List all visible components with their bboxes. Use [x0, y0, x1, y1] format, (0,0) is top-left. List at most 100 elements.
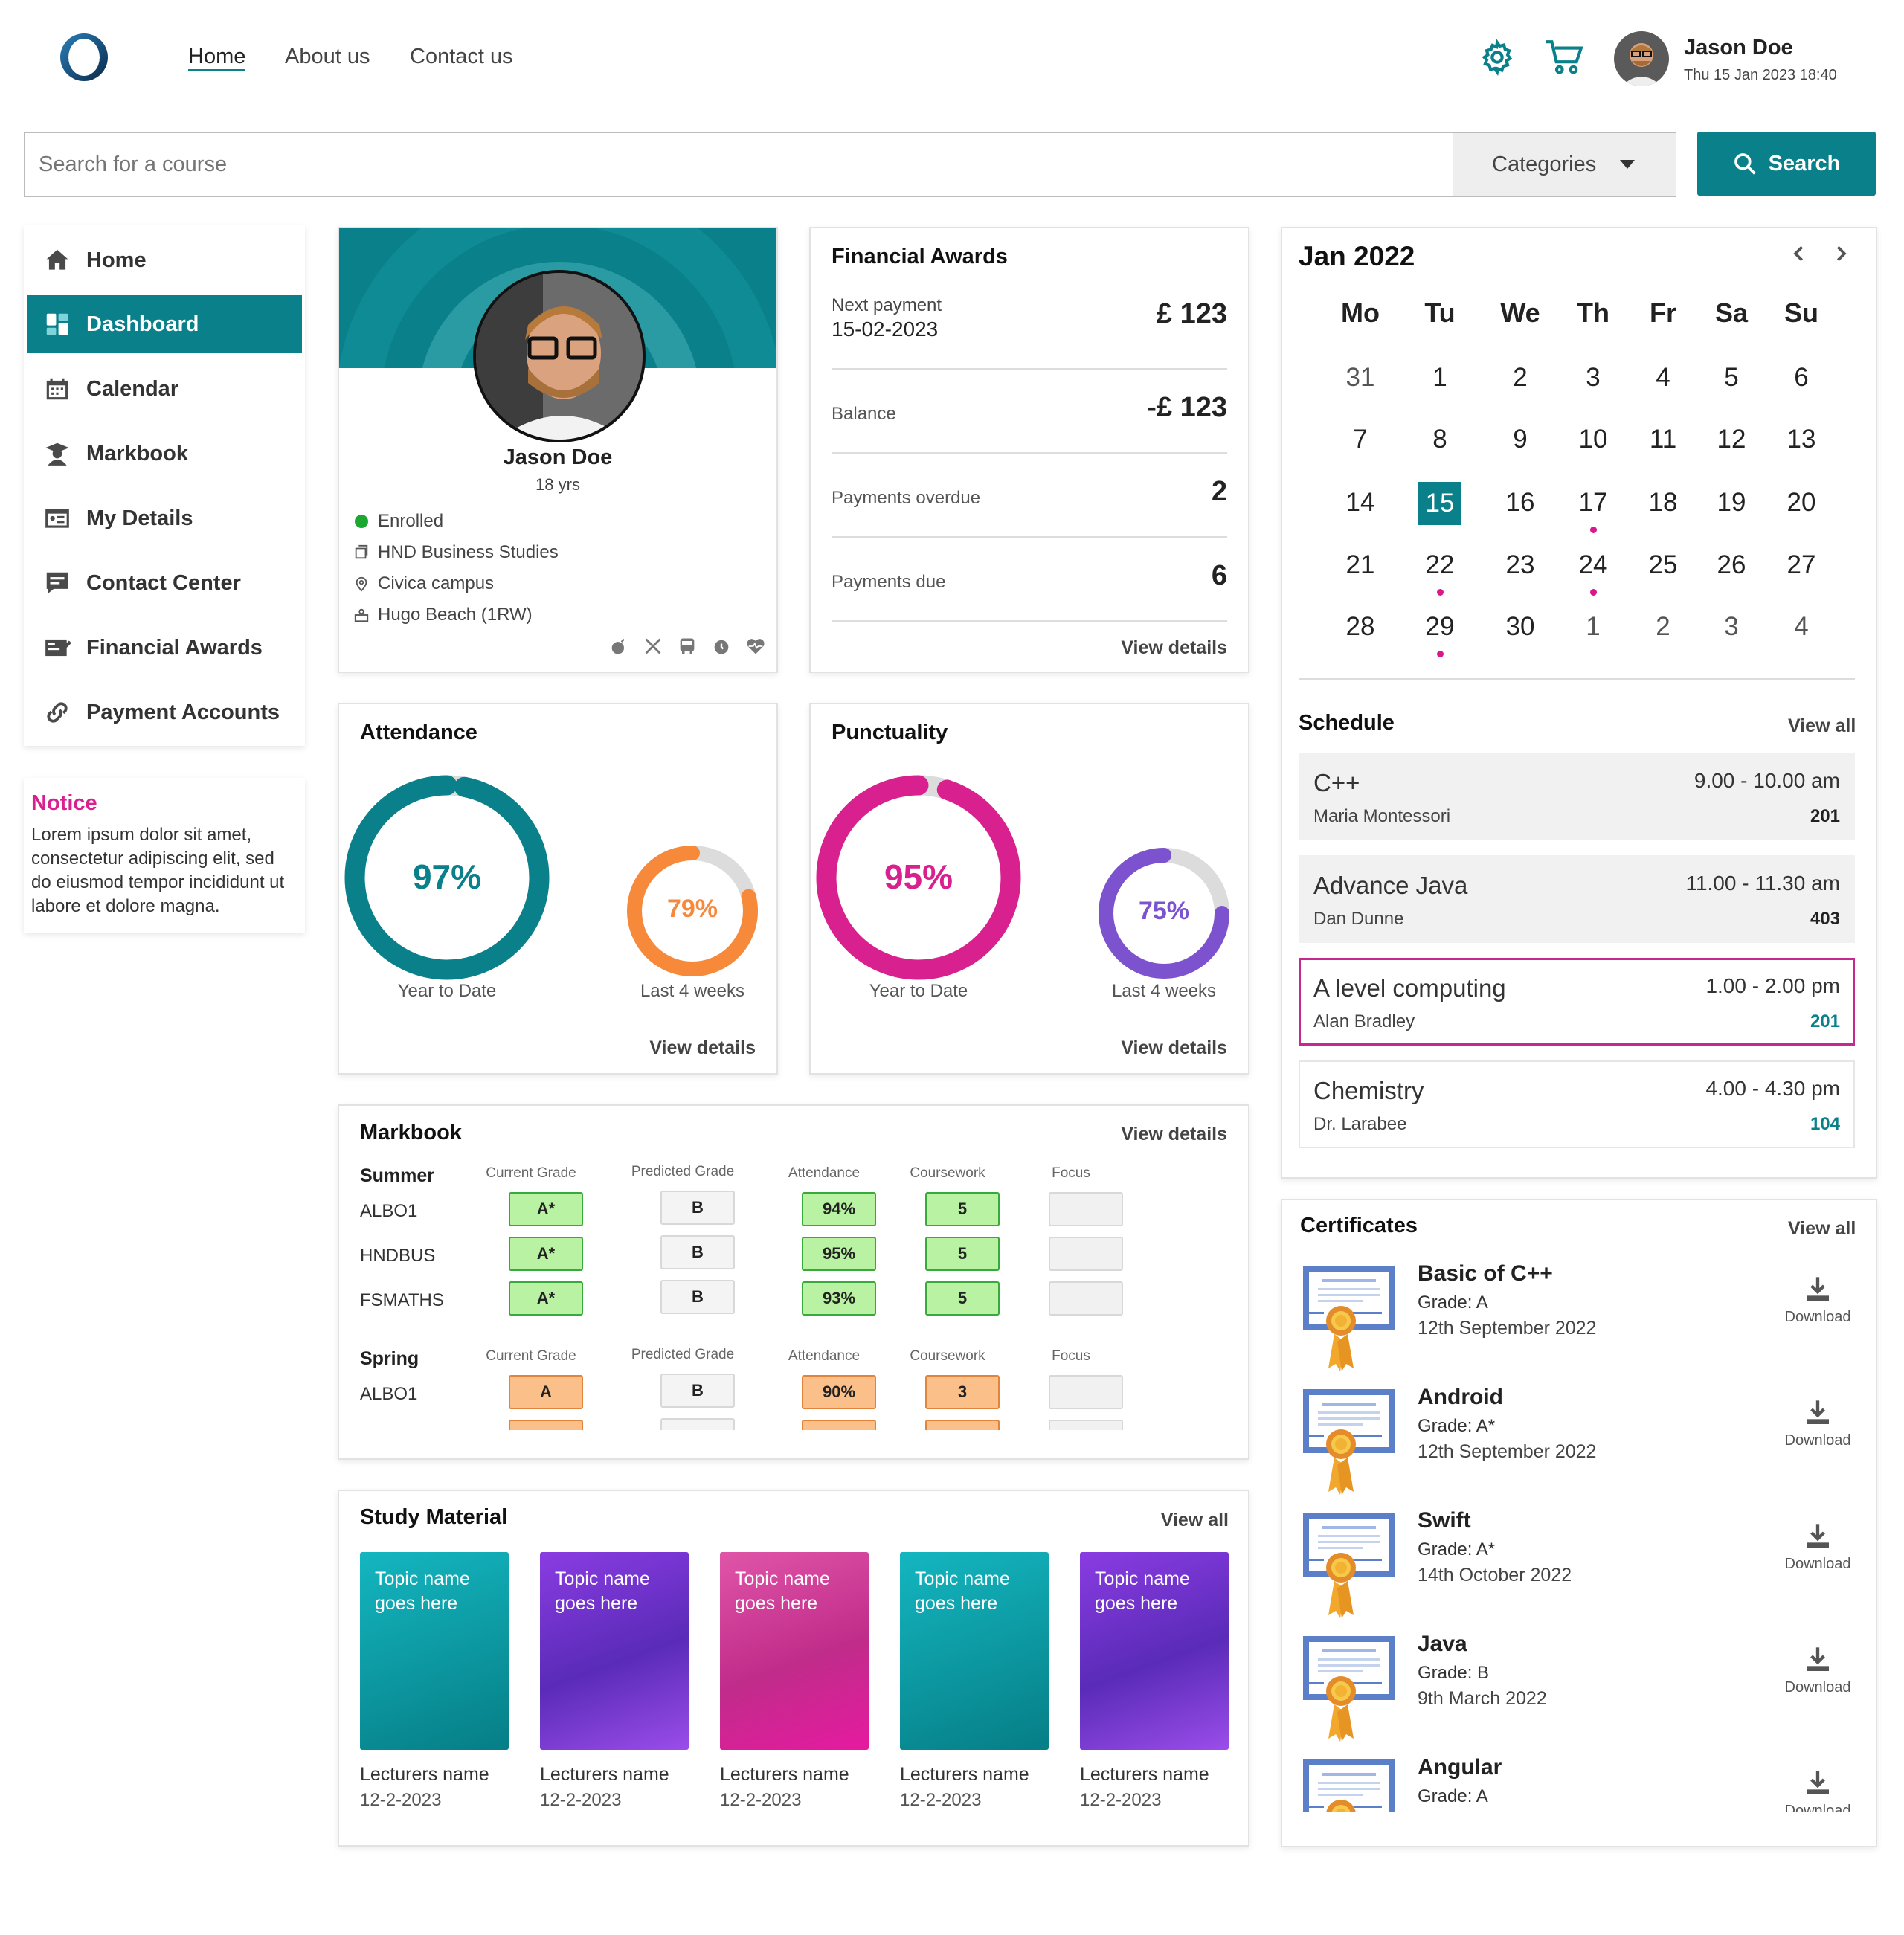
calendar-day[interactable]: 2: [1656, 612, 1670, 641]
profile-status: Enrolled: [353, 511, 443, 532]
calendar-day[interactable]: 30: [1505, 612, 1535, 641]
certificates-view-all-link[interactable]: View all: [1788, 1218, 1856, 1239]
download-button[interactable]: Download: [1781, 1645, 1855, 1696]
focus-cell[interactable]: [1049, 1237, 1123, 1271]
download-button[interactable]: Download: [1781, 1522, 1855, 1573]
calendar-day-selected[interactable]: 15: [1418, 482, 1461, 525]
calendar-day[interactable]: 7: [1353, 425, 1368, 454]
calendar-day[interactable]: 24: [1578, 550, 1608, 579]
study-tile[interactable]: Topic name goes here: [1080, 1552, 1229, 1750]
sidebar-item-payment-accounts[interactable]: Payment Accounts: [27, 683, 302, 741]
calendar-day[interactable]: 10: [1578, 425, 1608, 454]
download-button[interactable]: Download: [1781, 1398, 1855, 1449]
schedule-time: 11.00 - 11.30 am: [1685, 872, 1840, 895]
calendar-day[interactable]: 27: [1786, 550, 1816, 579]
financial-view-details-link[interactable]: View details: [1121, 637, 1227, 658]
calendar-day[interactable]: 9: [1513, 425, 1528, 454]
download-button[interactable]: Download: [1781, 1768, 1855, 1812]
message-icon: [46, 572, 68, 594]
calendar-day[interactable]: 2: [1513, 363, 1528, 392]
download-label: Download: [1784, 1556, 1851, 1572]
calendar-day[interactable]: 25: [1648, 550, 1678, 579]
sidebar-item-markbook[interactable]: Markbook: [27, 425, 302, 483]
download-icon: [1781, 1275, 1855, 1309]
focus-cell[interactable]: [1049, 1192, 1123, 1226]
calendar-day[interactable]: 3: [1724, 612, 1739, 641]
schedule-item[interactable]: Chemistry Dr. Larabee 4.00 - 4.30 pm 104: [1299, 1060, 1855, 1148]
calendar-day[interactable]: 29: [1425, 612, 1455, 641]
study-tile[interactable]: Topic name goes here: [900, 1552, 1049, 1750]
shopping-cart-icon[interactable]: [1544, 39, 1584, 80]
profile-campus: Civica campus: [353, 573, 494, 594]
study-lecturer: Lecturers name: [360, 1764, 489, 1785]
calendar-day[interactable]: 4: [1794, 612, 1809, 641]
event-dot: [1437, 589, 1444, 596]
sidebar-item-home[interactable]: Home: [27, 231, 302, 289]
markbook-row-code: FSMATHS: [360, 1290, 444, 1310]
calendar-day[interactable]: 20: [1786, 488, 1816, 517]
schedule-item-current[interactable]: A level computing Alan Bradley 1.00 - 2.…: [1299, 958, 1855, 1046]
focus-cell[interactable]: [1049, 1281, 1123, 1316]
schedule-view-all-link[interactable]: View all: [1788, 715, 1856, 736]
calendar-day[interactable]: 1: [1586, 612, 1601, 641]
certificate-name: Basic of C++: [1418, 1261, 1553, 1286]
nav-home[interactable]: Home: [188, 45, 246, 71]
study-view-all-link[interactable]: View all: [1160, 1510, 1229, 1530]
schedule-item[interactable]: Advance Java Dan Dunne 11.00 - 11.30 am …: [1299, 855, 1855, 943]
nav-contact[interactable]: Contact us: [410, 45, 513, 68]
calendar-day[interactable]: 18: [1648, 488, 1678, 517]
download-button[interactable]: Download: [1781, 1275, 1855, 1326]
categories-dropdown[interactable]: Categories: [1453, 133, 1676, 196]
search-button[interactable]: Search: [1697, 132, 1876, 196]
certificate-icon: [1300, 1386, 1398, 1501]
calendar-day[interactable]: 6: [1794, 363, 1809, 392]
calendar-day[interactable]: 14: [1345, 488, 1375, 517]
calendar-day[interactable]: 28: [1345, 612, 1375, 641]
settings-gear-icon[interactable]: [1479, 38, 1516, 80]
study-tile[interactable]: Topic name goes here: [720, 1552, 869, 1750]
calendar-day[interactable]: 8: [1432, 425, 1447, 454]
calendar-day[interactable]: 4: [1656, 363, 1670, 392]
punctuality-view-details-link[interactable]: View details: [1121, 1037, 1227, 1058]
sidebar-item-calendar[interactable]: Calendar: [27, 360, 302, 418]
next-month-button[interactable]: [1830, 242, 1852, 268]
weekday-header: We: [1500, 297, 1540, 328]
calendar-day[interactable]: 13: [1786, 425, 1816, 454]
focus-cell[interactable]: [1049, 1375, 1123, 1409]
calendar-day[interactable]: 26: [1717, 550, 1746, 579]
sidebar-item-label: Contact Center: [86, 570, 241, 595]
calendar-day[interactable]: 16: [1505, 488, 1535, 517]
sidebar-item-label: Calendar: [86, 376, 179, 401]
sidebar-item-financial-awards[interactable]: Financial Awards: [27, 619, 302, 677]
attendance-cell: 95%: [802, 1237, 876, 1271]
search-input[interactable]: [25, 133, 1453, 196]
calendar-day[interactable]: 12: [1717, 425, 1746, 454]
avatar[interactable]: [1614, 31, 1669, 86]
sidebar-item-contact-center[interactable]: Contact Center: [27, 554, 302, 612]
calendar-day[interactable]: 3: [1586, 363, 1601, 392]
attendance-ytd-label: Year to Date: [397, 981, 497, 1001]
calendar-day[interactable]: 5: [1724, 363, 1739, 392]
calendar-day[interactable]: 22: [1425, 550, 1455, 579]
calendar-day[interactable]: 31: [1345, 363, 1375, 392]
study-tile[interactable]: Topic name goes here: [360, 1552, 509, 1750]
calendar-day[interactable]: 19: [1717, 488, 1746, 517]
sidebar-item-dashboard[interactable]: Dashboard: [27, 295, 302, 353]
calendar-day[interactable]: 1: [1432, 363, 1447, 392]
calendar-day[interactable]: 23: [1505, 550, 1535, 579]
event-dot: [1590, 589, 1597, 596]
certificate-date: 9th March 2022: [1418, 1688, 1547, 1709]
sidebar-item-my-details[interactable]: My Details: [27, 489, 302, 547]
schedule-item[interactable]: C++ Maria Montessori 9.00 - 10.00 am 201: [1299, 753, 1855, 840]
certificate-date: 12th September 2022: [1418, 1318, 1597, 1339]
logo[interactable]: [57, 30, 112, 85]
calendar-day[interactable]: 21: [1345, 550, 1375, 579]
sidebar-item-label: My Details: [86, 506, 193, 530]
nav-about[interactable]: About us: [285, 45, 370, 68]
calendar-day[interactable]: 17: [1578, 488, 1608, 517]
markbook-view-details-link[interactable]: View details: [1121, 1124, 1227, 1144]
attendance-view-details-link[interactable]: View details: [649, 1037, 756, 1058]
study-tile[interactable]: Topic name goes here: [540, 1552, 689, 1750]
prev-month-button[interactable]: [1788, 242, 1810, 268]
calendar-day[interactable]: 11: [1649, 425, 1677, 454]
